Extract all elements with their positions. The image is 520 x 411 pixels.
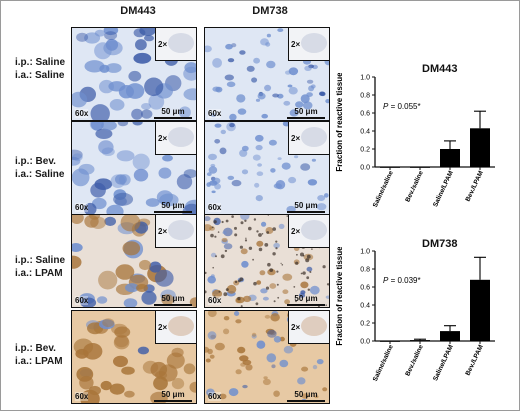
bar-chart-dm443: Fraction of reactive tissue 0.0 0.2 0.4 0.6 0… (335, 73, 495, 209)
overview-inset: 2× (155, 311, 196, 344)
y-tick-label: 0.4 (360, 303, 370, 310)
inset-magnification-label: 2× (158, 227, 168, 236)
scale-bar-label: 50 μm (294, 294, 318, 303)
inset-magnification-label: 2× (291, 40, 301, 49)
scale-bar-label: 50 μm (161, 390, 185, 399)
y-tick-label: 0.8 (360, 93, 370, 100)
bar-4 (470, 128, 490, 167)
scale-bar-line (154, 211, 192, 213)
overview-inset: 2× (288, 311, 329, 344)
scale-bar-line (154, 117, 192, 119)
bar-2 (410, 340, 430, 341)
p-value-annotation: P = 0.055* (383, 102, 421, 111)
x-tick-label: Bev./saline (404, 170, 425, 204)
magnification-label: 60x (208, 296, 222, 305)
column-label-dm443: DM443 (120, 5, 156, 17)
y-tick-label: 0.4 (360, 129, 370, 136)
overview-inset: 2× (155, 215, 196, 248)
y-tick-label: 0.0 (360, 339, 370, 346)
scale-bar-line (154, 304, 192, 306)
x-tick-label: Saline/saline (372, 344, 395, 383)
scale-bar-label: 50 μm (294, 201, 318, 210)
x-tick-label: Bev./saline (404, 344, 425, 378)
scale-bar-line (287, 400, 325, 402)
y-axis-label: Fraction of reactive tissue (335, 73, 344, 172)
y-tick-label: 0.0 (360, 165, 370, 172)
magnification-label: 60x (208, 203, 222, 212)
inset-magnification-label: 2× (291, 227, 301, 236)
x-tick-label: Saline/saline (372, 170, 395, 209)
scale-bar-line (287, 211, 325, 213)
y-tick-label: 1.0 (360, 249, 370, 256)
column-label-dm738: DM738 (252, 5, 288, 17)
magnification-label: 60x (75, 296, 89, 305)
y-axis-label: Fraction of reactive tissue (335, 247, 344, 346)
inset-magnification-label: 2× (158, 323, 168, 332)
inset-magnification-label: 2× (291, 323, 301, 332)
chart-title-dm443: DM443 (422, 63, 458, 75)
bar-3 (440, 149, 460, 167)
micrograph-panel: 2× 60x 50 μm (71, 27, 197, 121)
bar-3 (440, 331, 460, 341)
magnification-label: 60x (208, 392, 222, 401)
row-label-3: i.p.: Saline i.a.: LPAM (15, 255, 66, 279)
inset-magnification-label: 2× (158, 40, 168, 49)
micrograph-panel: 2× 60x 50 μm (204, 27, 330, 121)
inset-magnification-label: 2× (291, 134, 301, 143)
overview-inset: 2× (288, 28, 329, 61)
x-tick-label: Bev./LPAM (465, 344, 485, 377)
row-label-1: i.p.: Saline i.a.: Saline (15, 57, 66, 81)
chart-title-dm738: DM738 (422, 238, 458, 250)
scale-bar-line (287, 117, 325, 119)
scale-bar-line (154, 400, 192, 402)
micrograph-panel: 2× 60x 50 μm (204, 214, 330, 308)
overview-inset: 2× (155, 122, 196, 155)
x-tick-label: Bev./LPAM (465, 170, 485, 203)
overview-inset: 2× (155, 28, 196, 61)
y-tick-label: 0.2 (360, 147, 370, 154)
micrograph-panel: 2× 60x 50 μm (71, 310, 197, 404)
p-value-annotation: P = 0.039* (383, 276, 421, 285)
y-tick-label: 0.6 (360, 111, 370, 118)
bar-chart-dm738: Fraction of reactive tissue 0.0 0.2 0.4 0.6 0… (335, 247, 495, 383)
row-label-4: i.p.: Bev. i.a.: LPAM (15, 343, 63, 367)
scale-bar-label: 50 μm (294, 390, 318, 399)
inset-magnification-label: 2× (158, 134, 168, 143)
scale-bar-label: 50 μm (294, 107, 318, 116)
scale-bar-label: 50 μm (161, 294, 185, 303)
overview-inset: 2× (288, 215, 329, 248)
x-tick-label: Saline/LPAM (432, 170, 455, 208)
y-tick-label: 0.8 (360, 267, 370, 274)
y-tick-label: 0.6 (360, 285, 370, 292)
micrograph-panel: 2× 60x 50 μm (204, 310, 330, 404)
overview-inset: 2× (288, 122, 329, 155)
y-tick-label: 1.0 (360, 75, 370, 82)
magnification-label: 60x (208, 109, 222, 118)
scale-bar-label: 50 μm (161, 107, 185, 116)
bar-4 (470, 279, 490, 341)
magnification-label: 60x (75, 203, 89, 212)
micrograph-panel: 2× 60x 50 μm (71, 214, 197, 308)
y-tick-label: 0.2 (360, 321, 370, 328)
micrograph-panel: 2× 60x 50 μm (71, 121, 197, 215)
micrograph-panel: 2× 60x 50 μm (204, 121, 330, 215)
scale-bar-label: 50 μm (161, 201, 185, 210)
magnification-label: 60x (75, 109, 89, 118)
row-label-2: i.p.: Bev. i.a.: Saline (15, 156, 65, 180)
scale-bar-line (287, 304, 325, 306)
magnification-label: 60x (75, 392, 89, 401)
x-tick-label: Saline/LPAM (432, 344, 455, 382)
